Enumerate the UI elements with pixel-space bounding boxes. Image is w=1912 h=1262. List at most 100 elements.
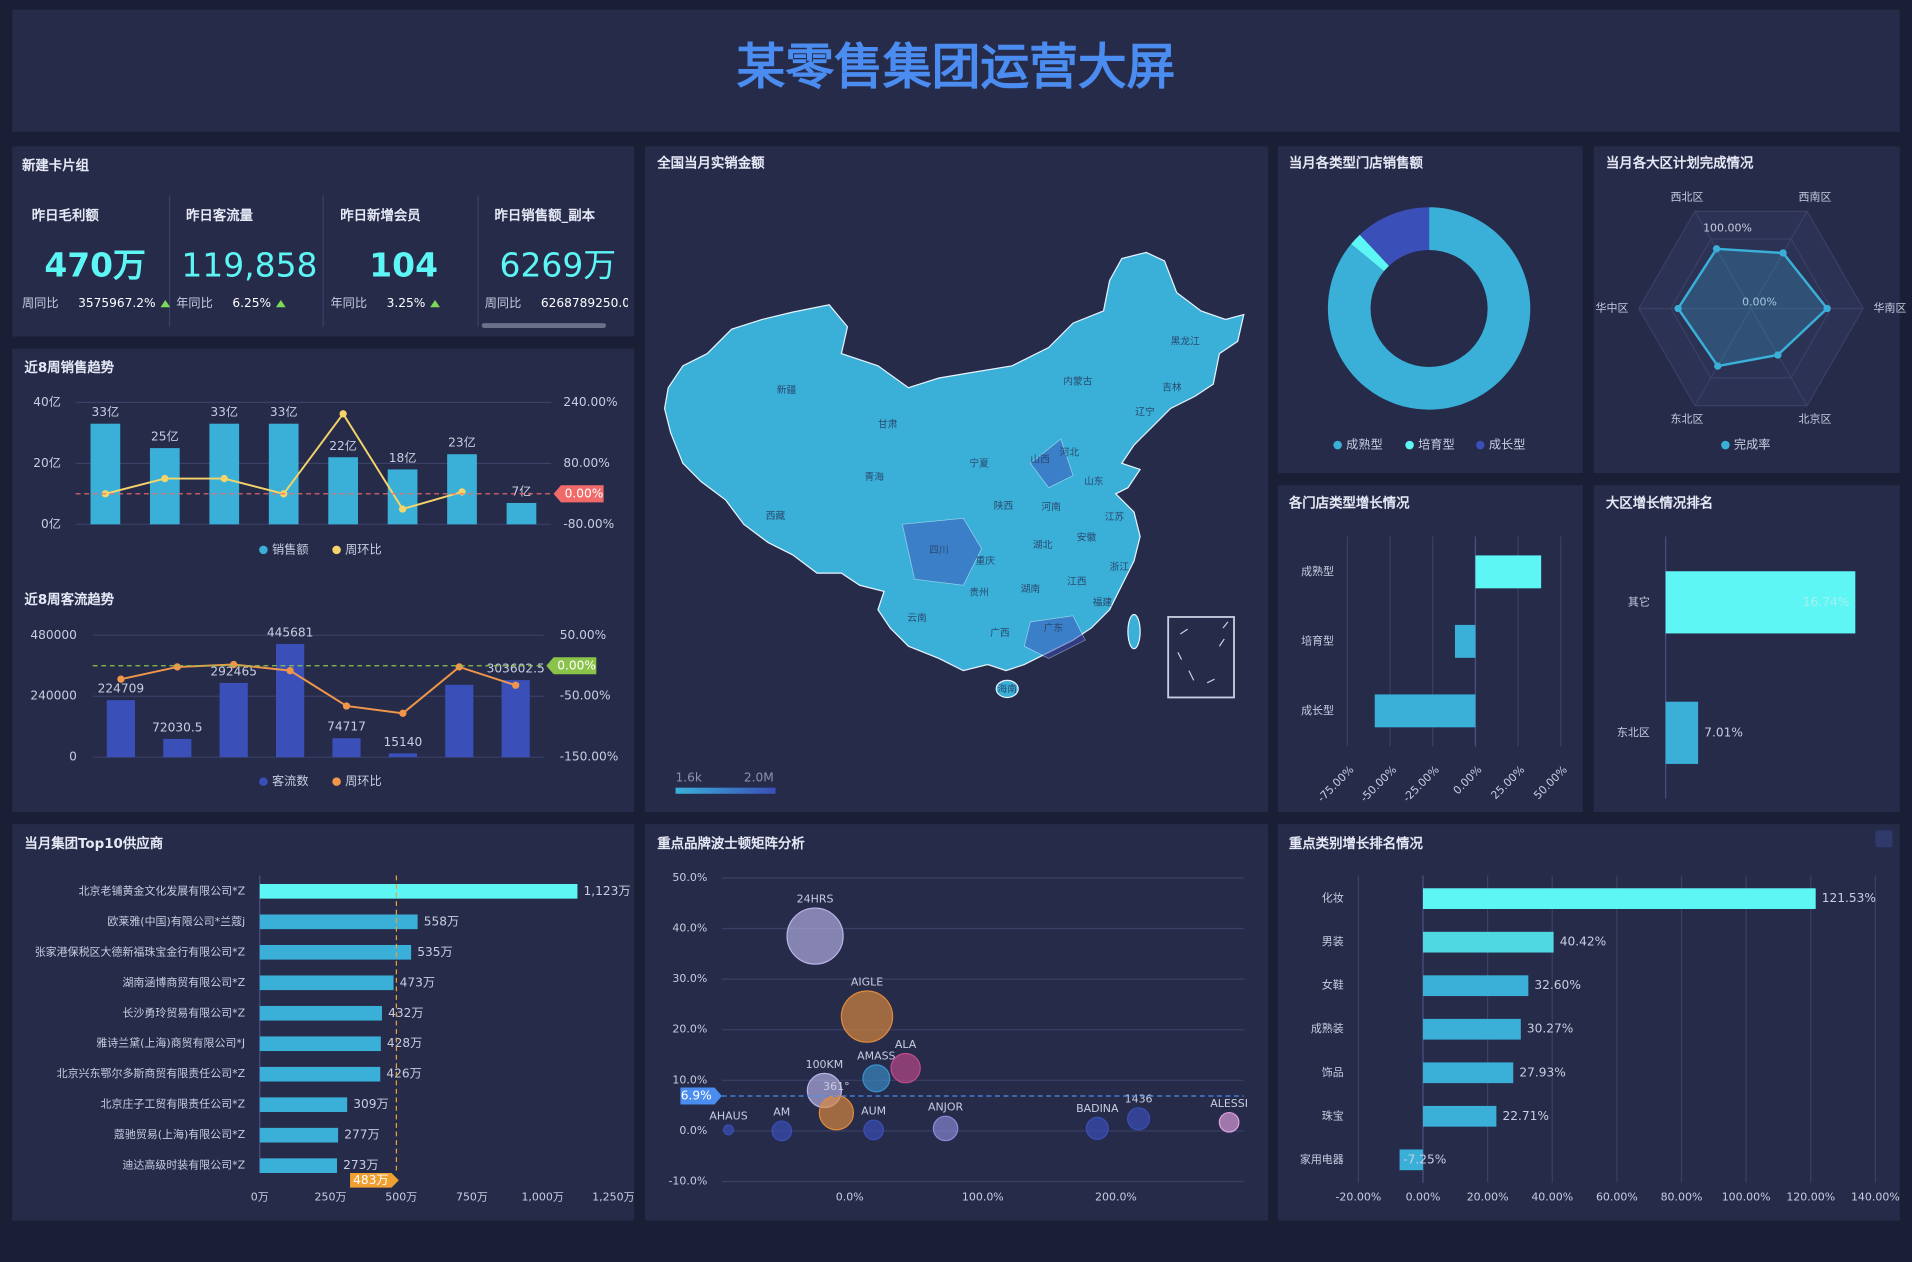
radar-indicator: 华中区: [1596, 300, 1629, 314]
radar-point: [1779, 249, 1787, 257]
bar: [268, 423, 299, 525]
category-label: 湖南涵博商贸有限公司*Z: [122, 975, 245, 989]
data-label: 15140: [383, 735, 422, 749]
legend-label: 成长型: [1489, 438, 1526, 452]
mark-line-tag: [350, 1172, 399, 1188]
bar: [501, 680, 530, 758]
map-region-label: 内蒙古: [1063, 375, 1092, 388]
y2-tick-label: 240.00%: [563, 395, 617, 409]
category-label: 培育型: [1301, 633, 1334, 647]
kpi-compare-label: 年同比: [176, 296, 213, 310]
category-label: 饰品: [1322, 1065, 1344, 1079]
y-tick-label: 0: [69, 750, 77, 764]
legend-label: 客流数: [272, 773, 309, 788]
bar: [259, 975, 394, 991]
bar: [149, 448, 180, 525]
y2-tick-label: -50.00%: [560, 689, 611, 703]
data-label: 428万: [387, 1036, 422, 1050]
data-label: 18亿: [389, 450, 417, 465]
map-country: [663, 251, 1245, 672]
bubble-label: 24HRS: [797, 893, 834, 906]
panel: [1593, 485, 1900, 813]
map-region-label: 黑龙江: [1171, 334, 1200, 347]
category-label: 长沙勇玲贸易有限公司*Z: [122, 1005, 245, 1019]
radar-indicator: 华南区: [1874, 300, 1907, 314]
export-icon[interactable]: [1875, 830, 1893, 848]
trend-up-icon: [160, 299, 171, 308]
chart-title: 大区增长情况排名: [1606, 495, 1713, 512]
visual-map-label: 2.0M: [744, 770, 774, 784]
radar-indicator: 西南区: [1799, 191, 1832, 204]
mark-line-label: 6.9%: [681, 1089, 712, 1103]
map-island: [995, 679, 1019, 699]
category-label: 张家港保税区大德新福珠宝金行有限公司*Z: [35, 944, 246, 958]
kpi-value: 119,858: [181, 246, 317, 285]
y-tick-label: 50.0%: [672, 871, 707, 884]
y2-tick-label: 50.00%: [560, 628, 606, 642]
y-tick-label: 40.0%: [672, 922, 707, 935]
map-region-label: 福建: [1093, 595, 1113, 608]
data-label: 16.74%: [1803, 595, 1849, 609]
radar-point: [1774, 351, 1782, 359]
map-region-label: 贵州: [969, 586, 989, 599]
bubble: [771, 1120, 793, 1142]
data-label: 535万: [417, 945, 452, 959]
x-tick-label: 60.00%: [1596, 1190, 1638, 1203]
map-region-label: 广西: [990, 627, 1010, 639]
chart-title: 当月集团Top10供应商: [24, 835, 163, 852]
map-region-label: 海南: [997, 682, 1017, 695]
bubble: [862, 1064, 891, 1093]
category-label: 迪达高级时装有限公司*Z: [122, 1158, 245, 1172]
chart-title: 当月各类型门店销售额: [1289, 154, 1424, 171]
map-region-label: 西藏: [766, 510, 786, 522]
kpi-label: 昨日销售额_副本: [494, 207, 595, 224]
bubble: [786, 907, 844, 965]
chart-title: 近8周客流趋势: [24, 591, 114, 608]
line-point: [512, 681, 520, 689]
data-label: 30.27%: [1527, 1022, 1573, 1036]
category-label: 欧莱雅(中国)有限公司*兰蔻j: [107, 914, 245, 928]
bar: [328, 457, 358, 525]
category-label: 北京老铺黄金文化发展有限公司*Z: [79, 883, 246, 897]
kpi-label: 昨日毛利额: [32, 207, 100, 224]
bar: [163, 738, 192, 758]
bubble: [818, 1095, 855, 1131]
x-tick-label: 500万: [385, 1190, 417, 1203]
bubble-label: AM: [773, 1106, 790, 1119]
bar: [1423, 1062, 1514, 1084]
chart-title: 全国当月实销金额: [656, 154, 765, 171]
mark-line-label: 0.00%: [557, 658, 596, 672]
category-label: 成熟型: [1301, 564, 1334, 578]
kpi-compare: 3575967.2%: [78, 296, 156, 310]
bubble-label: AHAUS: [709, 1109, 747, 1122]
bar: [1423, 931, 1554, 953]
visual-map-bar: [675, 787, 776, 794]
legend-label: 成熟型: [1346, 437, 1383, 452]
scrollbar[interactable]: [481, 323, 607, 328]
bar: [1423, 888, 1816, 910]
map-region-label: 江西: [1067, 576, 1087, 588]
kpi-compare-label: 年同比: [330, 296, 367, 310]
bubble-label: 1436: [1125, 1092, 1153, 1105]
chart-title: 当月各大区计划完成情况: [1606, 154, 1754, 171]
map-region-label: 河北: [1060, 446, 1080, 458]
bar: [332, 738, 361, 758]
line-point: [117, 675, 125, 683]
kpi-compare: 3.25%: [387, 296, 426, 310]
map-region-label: 浙江: [1110, 561, 1130, 573]
bar: [387, 469, 418, 525]
panel: [1277, 146, 1583, 474]
x-tick-label: 0.0%: [836, 1190, 864, 1203]
bubble: [840, 990, 894, 1043]
bar: [506, 502, 537, 525]
data-label: 22.71%: [1502, 1109, 1548, 1123]
x-tick-label: 750万: [456, 1190, 488, 1203]
legend-label: 完成率: [1734, 437, 1771, 452]
chart-title: 近8周销售趋势: [24, 359, 114, 376]
data-label: -7.25%: [1403, 1152, 1446, 1166]
mark-line-label: 0.00%: [565, 486, 604, 500]
map-region-label: 四川: [929, 545, 949, 556]
legend-marker: [259, 545, 268, 555]
